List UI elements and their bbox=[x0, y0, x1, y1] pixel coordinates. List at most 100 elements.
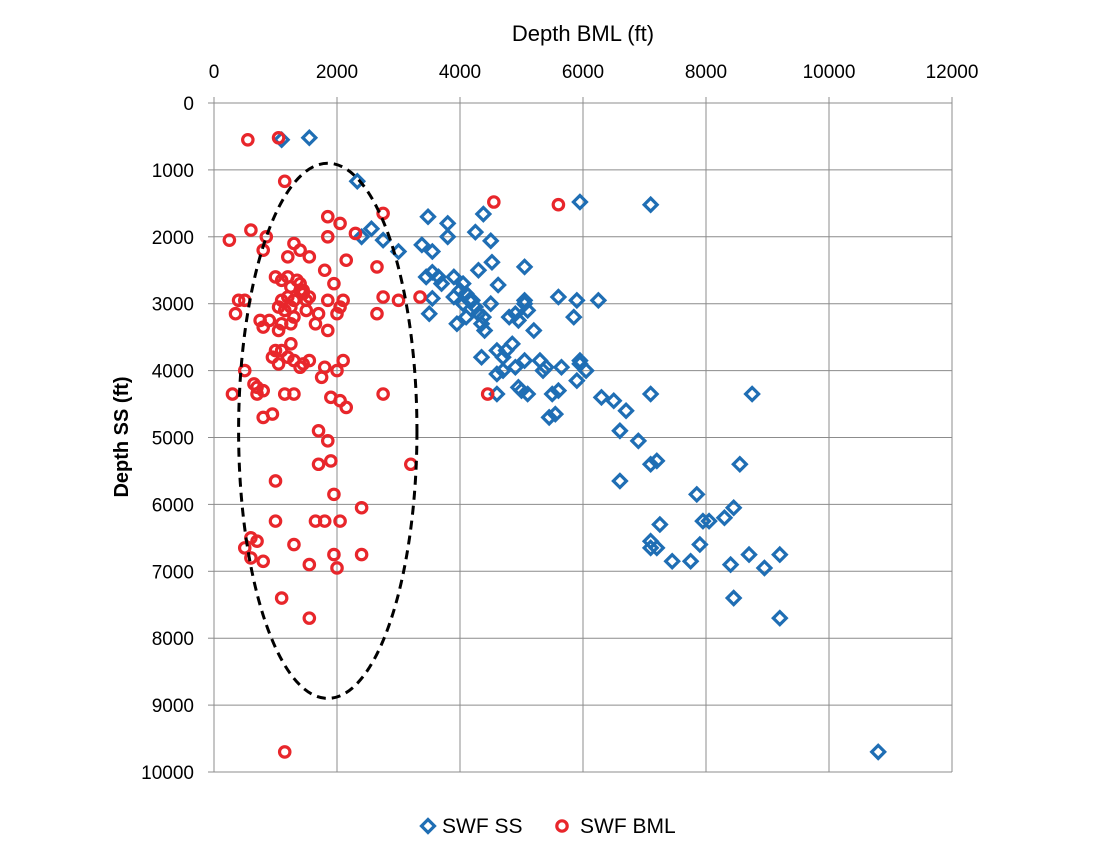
data-point-swf-bml bbox=[231, 293, 246, 308]
data-point-swf-ss bbox=[771, 545, 789, 564]
data-point-swf-ss bbox=[423, 289, 442, 308]
legend-label-swf-bml: SWF BML bbox=[580, 815, 676, 838]
data-point-swf-ss bbox=[552, 358, 571, 377]
data-point-swf-bml bbox=[354, 500, 369, 515]
data-point-swf-bml bbox=[225, 387, 240, 401]
data-point-swf-bml bbox=[551, 197, 566, 212]
data-point-swf-bml bbox=[370, 260, 384, 274]
data-point-swf-ss bbox=[494, 361, 512, 380]
data-point-swf-bml bbox=[277, 174, 292, 189]
data-point-swf-ss bbox=[481, 232, 500, 250]
x-tick-label: 0 bbox=[209, 62, 220, 83]
data-point-swf-ss bbox=[429, 268, 448, 286]
x-tick-labels: 0 2000 4000 6000 8000 10000 12000 bbox=[209, 62, 979, 83]
data-point-swf-ss bbox=[509, 311, 528, 330]
data-point-swf-bml bbox=[284, 316, 298, 331]
y-tick-labels: 0 1000 2000 3000 4000 5000 6000 7000 8000 9000 100… bbox=[141, 94, 194, 784]
data-point-swf-bml bbox=[222, 233, 237, 247]
data-point-swf-ss bbox=[413, 236, 431, 254]
data-point-swf-ss bbox=[629, 432, 648, 450]
data-point-swf-bml bbox=[391, 293, 406, 308]
data-point-swf-ss bbox=[518, 301, 537, 320]
data-point-swf-bml bbox=[370, 306, 384, 321]
data-point-swf-bml bbox=[317, 514, 332, 528]
data-point-swf-ss bbox=[506, 304, 525, 323]
data-point-swf-bml bbox=[299, 303, 314, 318]
data-point-swf-bml bbox=[268, 474, 283, 488]
data-point-swf-ss bbox=[506, 358, 525, 377]
data-point-swf-ss bbox=[592, 388, 611, 407]
data-point-swf-bml bbox=[308, 316, 323, 331]
x-axis-title: Depth BML (ft) bbox=[512, 21, 654, 46]
legend-marker-swf-bml bbox=[555, 819, 569, 833]
data-point-swf-ss bbox=[474, 205, 493, 223]
data-point-swf-bml bbox=[336, 293, 350, 308]
y-tick-label: 5000 bbox=[152, 429, 194, 450]
y-tick-label: 10000 bbox=[141, 763, 194, 784]
data-point-swf-bml bbox=[320, 293, 335, 308]
data-point-swf-bml bbox=[265, 407, 280, 421]
x-tick-label: 8000 bbox=[685, 62, 727, 83]
data-point-swf-ss bbox=[568, 371, 586, 390]
data-point-swf-ss bbox=[611, 472, 629, 490]
y-tick-label: 0 bbox=[183, 94, 194, 115]
data-point-swf-bml bbox=[330, 561, 344, 575]
data-point-swf-bml bbox=[376, 387, 390, 401]
data-point-swf-ss bbox=[463, 291, 482, 310]
data-point-swf-ss bbox=[651, 515, 669, 534]
y-tick-label: 4000 bbox=[152, 362, 194, 383]
data-point-swf-ss bbox=[518, 385, 537, 403]
data-point-swf-bml bbox=[284, 337, 298, 351]
data-point-swf-ss bbox=[525, 321, 543, 340]
data-point-swf-bml bbox=[339, 400, 354, 415]
data-point-swf-ss bbox=[577, 361, 595, 380]
data-point-swf-ss bbox=[641, 385, 660, 403]
data-point-swf-bml bbox=[277, 745, 292, 759]
data-point-swf-bml bbox=[330, 306, 344, 321]
data-point-swf-bml bbox=[271, 357, 286, 371]
data-point-swf-ss bbox=[374, 231, 392, 249]
data-point-swf-ss bbox=[617, 401, 635, 420]
data-point-swf-ss bbox=[688, 485, 706, 504]
y-tick-label: 8000 bbox=[152, 629, 194, 650]
data-point-swf-bml bbox=[320, 323, 335, 338]
data-point-swf-ss bbox=[549, 288, 568, 306]
x-tick-label: 6000 bbox=[562, 62, 604, 83]
data-point-swf-ss bbox=[869, 743, 887, 761]
data-point-swf-ss bbox=[571, 193, 589, 211]
series-swf-bml bbox=[222, 130, 566, 759]
data-point-swf-bml bbox=[256, 554, 270, 569]
data-point-swf-ss bbox=[466, 298, 485, 316]
legend-marker-swf-ss bbox=[419, 817, 437, 835]
data-point-swf-bml bbox=[271, 130, 286, 145]
data-point-swf-ss bbox=[272, 131, 291, 149]
data-point-swf-ss bbox=[466, 223, 485, 241]
data-point-swf-bml bbox=[354, 547, 369, 562]
data-point-swf-ss bbox=[565, 308, 583, 326]
data-point-swf-ss bbox=[448, 315, 466, 333]
data-point-swf-bml bbox=[287, 537, 301, 552]
data-point-swf-bml bbox=[256, 383, 270, 398]
data-point-swf-bml bbox=[327, 547, 341, 562]
data-point-swf-bml bbox=[320, 434, 335, 448]
y-tick-label: 2000 bbox=[152, 228, 194, 249]
data-point-swf-bml bbox=[330, 363, 344, 378]
data-point-swf-ss bbox=[534, 361, 552, 380]
y-tick-label: 1000 bbox=[152, 161, 194, 182]
data-point-swf-ss bbox=[771, 609, 789, 627]
data-point-swf-bml bbox=[403, 457, 418, 472]
data-point-swf-ss bbox=[438, 228, 457, 246]
data-point-swf-ss bbox=[515, 351, 534, 370]
data-point-swf-bml bbox=[302, 557, 317, 572]
data-point-swf-ss bbox=[568, 291, 586, 310]
data-point-swf-bml bbox=[244, 223, 258, 237]
data-point-swf-ss bbox=[694, 512, 712, 530]
data-point-swf-ss bbox=[724, 589, 743, 607]
data-point-swf-ss bbox=[721, 555, 740, 574]
data-point-swf-bml bbox=[302, 250, 317, 264]
data-point-swf-bml bbox=[302, 353, 317, 368]
data-point-swf-ss bbox=[663, 552, 681, 571]
data-point-swf-bml bbox=[268, 514, 283, 528]
data-point-swf-bml bbox=[244, 551, 258, 565]
data-point-swf-bml bbox=[314, 370, 329, 385]
